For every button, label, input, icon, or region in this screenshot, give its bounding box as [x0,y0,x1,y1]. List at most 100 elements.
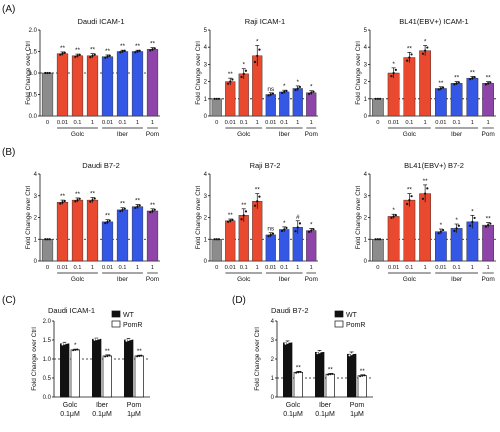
x-tick-label: 1 [91,120,94,126]
data-point [457,81,460,84]
chart-1: Raji ICAM-1 Fold Change over Ctrl 0 1 2 3 4 5 0 *… [195,17,318,138]
data-point [74,200,77,203]
bar [86,55,99,117]
legend-label: PomR [123,322,142,329]
y-tick-label: 1 [364,237,368,243]
data-point [331,372,334,375]
data-point [48,238,51,241]
legend-label: WT [123,312,135,319]
y-tick-label: 1 [34,237,38,243]
data-point [329,373,332,376]
data-point [469,224,472,227]
data-point [119,210,122,213]
y-tick-label: 1 [204,97,208,103]
data-point [253,60,257,64]
bar [92,338,102,398]
bar [279,229,290,262]
x-tick-label: 1 [136,265,139,271]
data-point [288,340,291,343]
data-point [280,229,284,233]
significance-label: * [242,62,245,69]
data-point [121,208,124,211]
x-tick-label: 0.01 [265,120,276,126]
y-tick-label: 3 [34,194,38,200]
y-tick-label: 0.0 [43,395,52,401]
x-tick-label: 0.01 [435,265,446,271]
data-point [244,69,248,72]
data-point [307,92,311,96]
data-point [348,354,351,357]
y-tick-label: 2.0 [29,28,38,34]
x-tick-label: 0.01 [388,265,399,271]
data-point [108,219,111,222]
bar [450,228,463,262]
bar [41,72,54,117]
panel-label-a: (A) [2,4,15,15]
bar [306,92,317,117]
significance-label: ** [105,48,111,55]
data-point [441,228,445,232]
legend-swatch [334,320,344,328]
significance-label: * [392,61,395,68]
x-tick-label: Iber [96,402,109,409]
significance-label: ns [267,226,275,233]
y-tick-label: 4 [271,319,275,325]
data-point [374,97,377,100]
data-point [473,76,476,79]
significance-label: ** [105,348,111,355]
data-point [363,374,366,377]
panel-label-b: (B) [2,147,15,158]
significance-label: * [392,207,395,214]
data-point [307,230,311,233]
bar [293,371,303,398]
data-point [283,90,286,94]
data-point [297,371,300,374]
data-point [361,374,364,377]
data-point [408,199,411,202]
bar [101,56,114,117]
data-point [138,204,141,207]
data-point [93,197,96,200]
data-point [359,375,362,378]
y-tick-label: 2 [204,80,208,86]
significance-label: ** [150,41,156,48]
data-point [242,214,245,217]
data-point [455,82,458,85]
data-point [487,224,490,227]
significance-label: * [310,84,313,91]
data-point [127,339,130,341]
bar [306,230,317,262]
bar [71,199,84,262]
x-tick-label: 1 [256,265,259,271]
data-point [226,82,230,85]
significance-label: ** [120,201,126,208]
data-point [471,77,474,80]
significance-label: ** [241,202,247,209]
group-label: Iber [279,131,291,138]
bar [146,49,159,117]
significance-label: ** [360,368,366,375]
legend-swatch [111,310,121,318]
y-tick-label: 3 [364,194,368,200]
significance-label: ** [60,193,66,200]
x-tick-label: 1 [151,265,154,271]
data-point [93,53,96,56]
x-tick-label: 1 [310,120,313,126]
data-point [489,222,492,225]
data-point [286,341,289,344]
data-point [63,342,66,345]
x-tick-label: 0.01 [225,265,236,271]
x-tick-label: 1μM [350,411,364,418]
bar [435,231,447,262]
significance-label: ** [135,197,141,204]
significance-label: ** [105,213,111,220]
significance-label: ** [328,366,334,373]
significance-label: * [424,38,427,45]
data-point [46,71,49,75]
data-point [437,232,440,235]
data-point [424,49,427,52]
data-point [93,338,96,341]
bar [435,88,447,117]
bar [211,98,222,117]
